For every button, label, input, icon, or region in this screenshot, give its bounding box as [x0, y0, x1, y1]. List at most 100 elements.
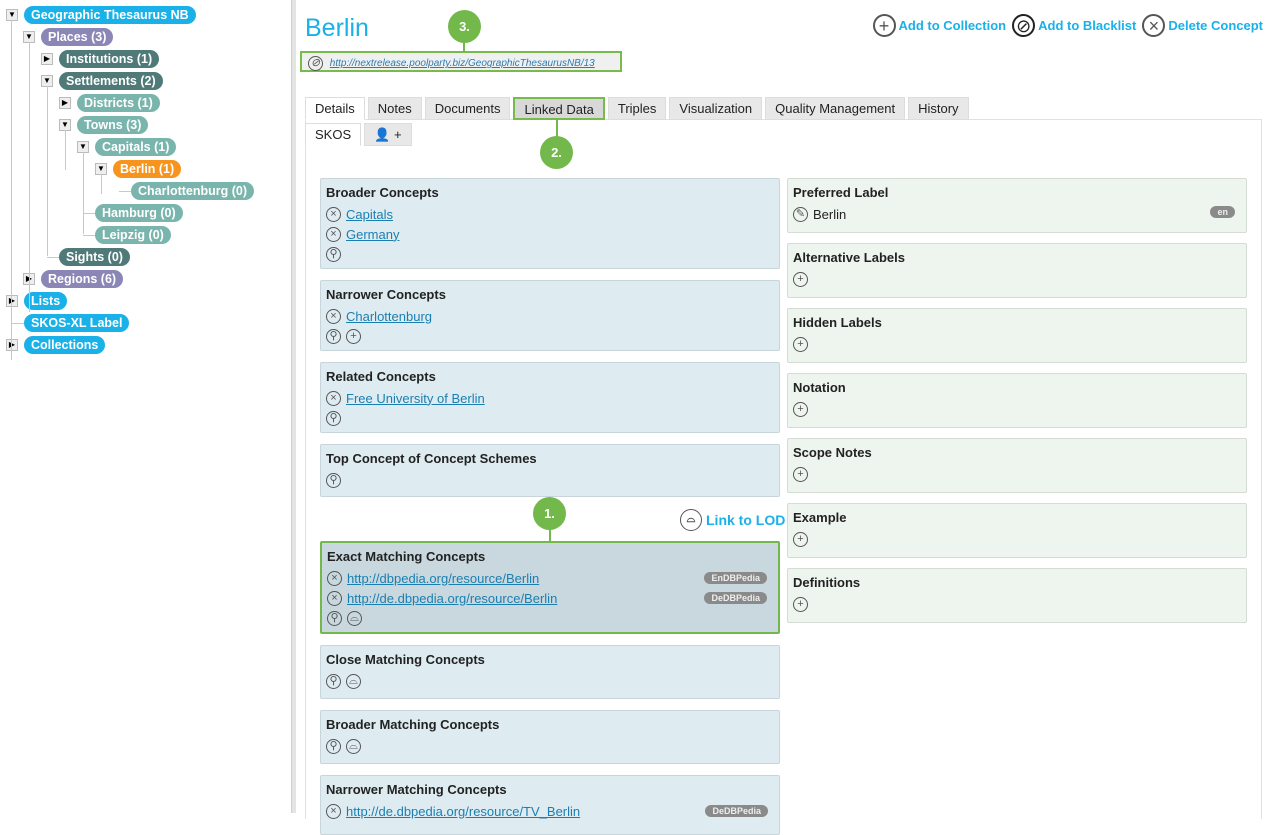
tree-node[interactable]: Settlements (2): [59, 72, 163, 90]
tree-node[interactable]: Berlin (1): [113, 160, 182, 178]
tree-node[interactable]: Towns (3): [77, 116, 149, 134]
expand-icon[interactable]: ▶: [6, 339, 18, 351]
link-icon[interactable]: ⚲: [326, 673, 341, 689]
concept-link[interactable]: http://dbpedia.org/resource/Berlin: [347, 570, 540, 586]
tree-guide: [65, 130, 66, 170]
add-to-blacklist-button[interactable]: ⊘ Add to Blacklist: [1012, 14, 1136, 37]
tree-node[interactable]: Geographic Thesaurus NB: [24, 6, 196, 24]
concept-uri-link[interactable]: http://nextrelease.poolparty.biz/Geograp…: [329, 58, 595, 70]
concept-link[interactable]: Capitals: [346, 206, 393, 222]
tree-connector: [119, 191, 131, 192]
add-to-collection-button[interactable]: + Add to Collection: [872, 14, 1006, 37]
collapse-icon[interactable]: ▼: [6, 9, 18, 21]
sub-tabs: SKOS 👤 +: [305, 123, 412, 146]
tab-linked-data[interactable]: Linked Data: [513, 97, 605, 120]
add-icon[interactable]: +: [793, 596, 808, 612]
tree-node[interactable]: SKOS-XL Label: [24, 314, 130, 332]
delete-concept-button[interactable]: × Delete Concept: [1142, 14, 1263, 37]
tree-node[interactable]: Lists: [24, 292, 68, 310]
tree-node[interactable]: Institutions (1): [59, 50, 160, 68]
lod-icon[interactable]: ⌓: [347, 610, 362, 626]
remove-icon[interactable]: ×: [326, 226, 341, 242]
tab-visualization[interactable]: Visualization: [669, 97, 763, 120]
add-to-blacklist-label: Add to Blacklist: [1038, 18, 1137, 33]
remove-icon[interactable]: ×: [326, 206, 341, 222]
tree-node[interactable]: Charlottenburg (0): [131, 182, 255, 200]
panel-title: Close Matching Concepts: [326, 652, 485, 667]
panel-notation: Notation +: [787, 373, 1247, 428]
concept-link[interactable]: Germany: [346, 226, 400, 242]
marker-2-line: [556, 118, 558, 138]
marker-1: 1.: [533, 497, 566, 530]
panel-tools: ⚲: [326, 244, 774, 264]
source-badge: DeDBPedia: [704, 592, 767, 604]
expand-icon[interactable]: ▶: [41, 53, 53, 65]
remove-icon[interactable]: ×: [326, 390, 341, 406]
add-icon[interactable]: +: [793, 466, 808, 482]
panel-title: Definitions: [793, 575, 861, 590]
panel-title: Exact Matching Concepts: [327, 549, 486, 564]
tab-notes[interactable]: Notes: [367, 97, 422, 120]
panel-row: +: [793, 399, 1241, 419]
expand-icon[interactable]: ▶: [59, 97, 71, 109]
panel-alternative-labels: Alternative Labels +: [787, 243, 1247, 298]
tree-node[interactable]: Regions (6): [41, 270, 124, 288]
list-item: × http://dbpedia.org/resource/Berlin EnDBP…: [327, 568, 773, 588]
panel-title: Top Concept of Concept Schemes: [326, 451, 537, 466]
concept-link[interactable]: Charlottenburg: [346, 308, 432, 324]
list-item: × Capitals: [326, 204, 774, 224]
link-icon[interactable]: ⚲: [326, 410, 341, 426]
add-icon[interactable]: +: [793, 401, 808, 417]
marker-3: 3.: [448, 10, 481, 43]
tab-add-user[interactable]: 👤 +: [364, 123, 412, 146]
link-icon[interactable]: ⚲: [327, 610, 342, 626]
tab-history[interactable]: History: [908, 97, 969, 120]
list-item: × Charlottenburg: [326, 306, 774, 326]
link-to-lod-button[interactable]: ⌓ Link to LOD: [680, 509, 785, 531]
tree-node[interactable]: Leipzig (0): [95, 226, 171, 244]
remove-icon[interactable]: ×: [326, 803, 341, 819]
label-value: Berlin: [813, 206, 847, 222]
tree-node[interactable]: Capitals (1): [95, 138, 177, 156]
tab-details[interactable]: Details: [305, 97, 365, 120]
tree-connector: [83, 213, 95, 214]
tree-connector: [47, 257, 59, 258]
link-to-lod-label: Link to LOD: [706, 512, 786, 528]
tab-triples[interactable]: Triples: [607, 97, 667, 120]
tree-node[interactable]: Districts (1): [77, 94, 160, 112]
concept-link[interactable]: Free University of Berlin: [346, 390, 485, 406]
panel-broader-matching-concepts: Broader Matching Concepts ⚲ ⌓: [320, 710, 780, 764]
tree-guide: [11, 20, 12, 360]
tab-quality-management[interactable]: Quality Management: [765, 97, 906, 120]
collapse-icon[interactable]: ▼: [41, 75, 53, 87]
lod-icon[interactable]: ⌓: [346, 673, 361, 689]
add-icon[interactable]: +: [793, 336, 808, 352]
remove-icon[interactable]: ×: [326, 308, 341, 324]
link-icon[interactable]: ⚲: [326, 472, 341, 488]
link-icon[interactable]: ⚲: [326, 246, 341, 262]
tree-node[interactable]: Collections: [24, 336, 106, 354]
tree-guide: [83, 152, 84, 234]
pane-splitter[interactable]: [291, 0, 296, 813]
tree-node[interactable]: Places (3): [41, 28, 114, 46]
remove-icon[interactable]: ×: [327, 590, 342, 606]
delete-concept-label: Delete Concept: [1168, 18, 1263, 33]
panel-title: Preferred Label: [793, 185, 889, 200]
edit-icon[interactable]: ✎: [793, 206, 808, 222]
expand-icon[interactable]: ▶: [6, 295, 18, 307]
add-icon[interactable]: +: [793, 271, 808, 287]
remove-icon[interactable]: ×: [327, 570, 342, 586]
tab-documents[interactable]: Documents: [424, 97, 511, 120]
link-icon[interactable]: ⚲: [326, 738, 341, 754]
tree-node[interactable]: Sights (0): [59, 248, 130, 266]
concept-link[interactable]: http://de.dbpedia.org/resource/Berlin: [347, 590, 558, 606]
concept-link[interactable]: http://de.dbpedia.org/resource/TV_Berlin: [346, 803, 581, 819]
add-icon[interactable]: +: [346, 328, 361, 344]
tree-node[interactable]: Hamburg (0): [95, 204, 183, 222]
ban-icon: ⊘: [1012, 14, 1036, 37]
tab-skos[interactable]: SKOS: [305, 123, 362, 146]
panel-hidden-labels: Hidden Labels +: [787, 308, 1247, 363]
add-icon[interactable]: +: [793, 531, 808, 547]
lod-icon[interactable]: ⌓: [346, 738, 361, 754]
link-icon[interactable]: ⚲: [326, 328, 341, 344]
